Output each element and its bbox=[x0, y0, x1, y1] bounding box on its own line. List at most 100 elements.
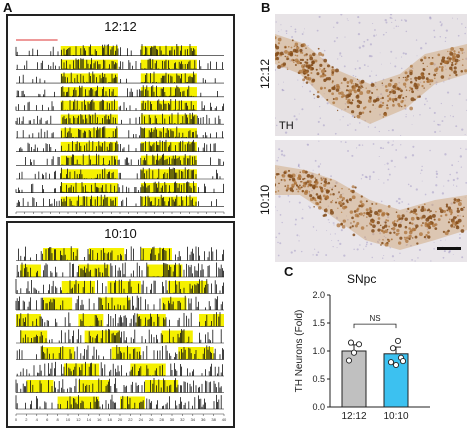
th-neuron bbox=[405, 95, 408, 98]
bg-cell bbox=[295, 118, 298, 121]
th-neuron bbox=[323, 180, 328, 184]
th-neuron bbox=[297, 174, 302, 178]
bg-cell bbox=[431, 191, 435, 194]
y-tick-label: 1.5 bbox=[312, 318, 325, 328]
th-neuron bbox=[306, 58, 309, 61]
bg-cell bbox=[455, 125, 458, 128]
th-neuron bbox=[443, 60, 448, 64]
th-neuron bbox=[371, 203, 374, 205]
bg-cell bbox=[459, 233, 461, 236]
bg-cell bbox=[333, 40, 336, 43]
bg-cell bbox=[277, 157, 279, 159]
th-neuron bbox=[384, 85, 388, 88]
bg-cell bbox=[340, 141, 342, 143]
x-tick-label: 20 bbox=[118, 417, 123, 422]
th-neuron bbox=[346, 201, 349, 204]
actogram-plot: 0 2 4 6 8 10 12 14 16 18 20 22 24 26 28 30 32 34 36 38 40 bbox=[15, 246, 227, 422]
bg-cell bbox=[396, 208, 398, 210]
th-neuron bbox=[461, 64, 464, 67]
bg-cell bbox=[375, 74, 377, 77]
bg-cell bbox=[317, 251, 320, 254]
th-neuron bbox=[429, 83, 431, 85]
x-tick-label: 12:12 bbox=[341, 411, 366, 422]
bg-cell bbox=[283, 154, 286, 157]
x-tick-label: 0 bbox=[15, 215, 18, 216]
th-neuron bbox=[284, 46, 287, 49]
th-neuron bbox=[362, 86, 364, 89]
bg-cell bbox=[390, 50, 393, 53]
bg-cell bbox=[276, 159, 279, 162]
th-neuron bbox=[397, 87, 400, 91]
th-neuron bbox=[352, 233, 356, 237]
bg-cell bbox=[319, 163, 322, 165]
bg-cell bbox=[370, 242, 373, 246]
th-neuron bbox=[358, 204, 361, 208]
bg-cell bbox=[368, 178, 371, 180]
bg-cell bbox=[279, 242, 282, 245]
bg-cell bbox=[371, 256, 373, 259]
bg-cell bbox=[357, 79, 361, 83]
bg-cell bbox=[345, 215, 347, 217]
bg-cell bbox=[358, 108, 360, 110]
bg-cell bbox=[383, 254, 385, 256]
bg-cell bbox=[381, 63, 382, 65]
th-neuron bbox=[409, 211, 412, 214]
actogram-row bbox=[16, 345, 224, 360]
bg-cell bbox=[452, 17, 454, 19]
bg-cell bbox=[342, 116, 344, 118]
bg-cell bbox=[351, 154, 354, 157]
th-neuron bbox=[380, 229, 384, 233]
th-neuron bbox=[392, 101, 395, 103]
x-tick-label: 42 bbox=[196, 215, 201, 216]
th-neuron bbox=[395, 211, 398, 214]
bg-cell bbox=[400, 144, 402, 146]
bg-cell bbox=[373, 34, 376, 37]
th-neuron bbox=[331, 92, 334, 96]
bg-cell bbox=[366, 38, 369, 41]
bg-cell bbox=[372, 171, 375, 174]
th-neuron bbox=[330, 209, 332, 211]
bg-cell bbox=[290, 251, 293, 254]
th-neuron bbox=[450, 213, 453, 216]
th-neuron bbox=[341, 187, 343, 190]
bg-cell bbox=[441, 120, 444, 123]
bg-cell bbox=[376, 224, 378, 226]
bg-cell bbox=[391, 255, 395, 258]
th-neuron bbox=[408, 234, 412, 239]
bg-cell bbox=[466, 109, 467, 111]
bg-cell bbox=[452, 254, 454, 255]
bg-cell bbox=[374, 85, 377, 88]
th-neuron bbox=[411, 88, 414, 91]
th-neuron bbox=[394, 88, 396, 91]
th-neuron bbox=[380, 244, 382, 246]
th-neuron bbox=[341, 225, 346, 229]
data-point bbox=[394, 337, 402, 344]
bg-cell bbox=[447, 179, 450, 182]
bg-cell bbox=[426, 228, 429, 231]
light-period bbox=[99, 297, 131, 310]
bg-cell bbox=[394, 95, 397, 97]
bg-cell bbox=[317, 133, 320, 136]
bg-cell bbox=[395, 149, 398, 151]
th-neuron bbox=[411, 222, 414, 225]
th-neuron bbox=[404, 238, 407, 241]
th-neuron bbox=[294, 42, 299, 47]
th-neuron bbox=[377, 217, 381, 220]
th-neuron bbox=[422, 68, 425, 70]
bg-cell bbox=[336, 21, 339, 24]
th-neuron bbox=[283, 171, 287, 175]
bg-cell bbox=[415, 39, 418, 41]
light-period bbox=[140, 87, 197, 97]
th-neuron bbox=[348, 89, 353, 94]
bg-cell bbox=[394, 19, 397, 21]
x-tick-label: 8 bbox=[50, 215, 53, 216]
bg-cell bbox=[334, 233, 336, 235]
th-neuron bbox=[329, 178, 332, 181]
th-neuron bbox=[436, 72, 438, 75]
th-neuron bbox=[325, 208, 328, 211]
actogram-row bbox=[15, 295, 224, 311]
bg-cell bbox=[298, 201, 301, 204]
bg-cell bbox=[313, 97, 316, 99]
th-neuron bbox=[287, 169, 291, 172]
bg-cell bbox=[391, 129, 394, 132]
